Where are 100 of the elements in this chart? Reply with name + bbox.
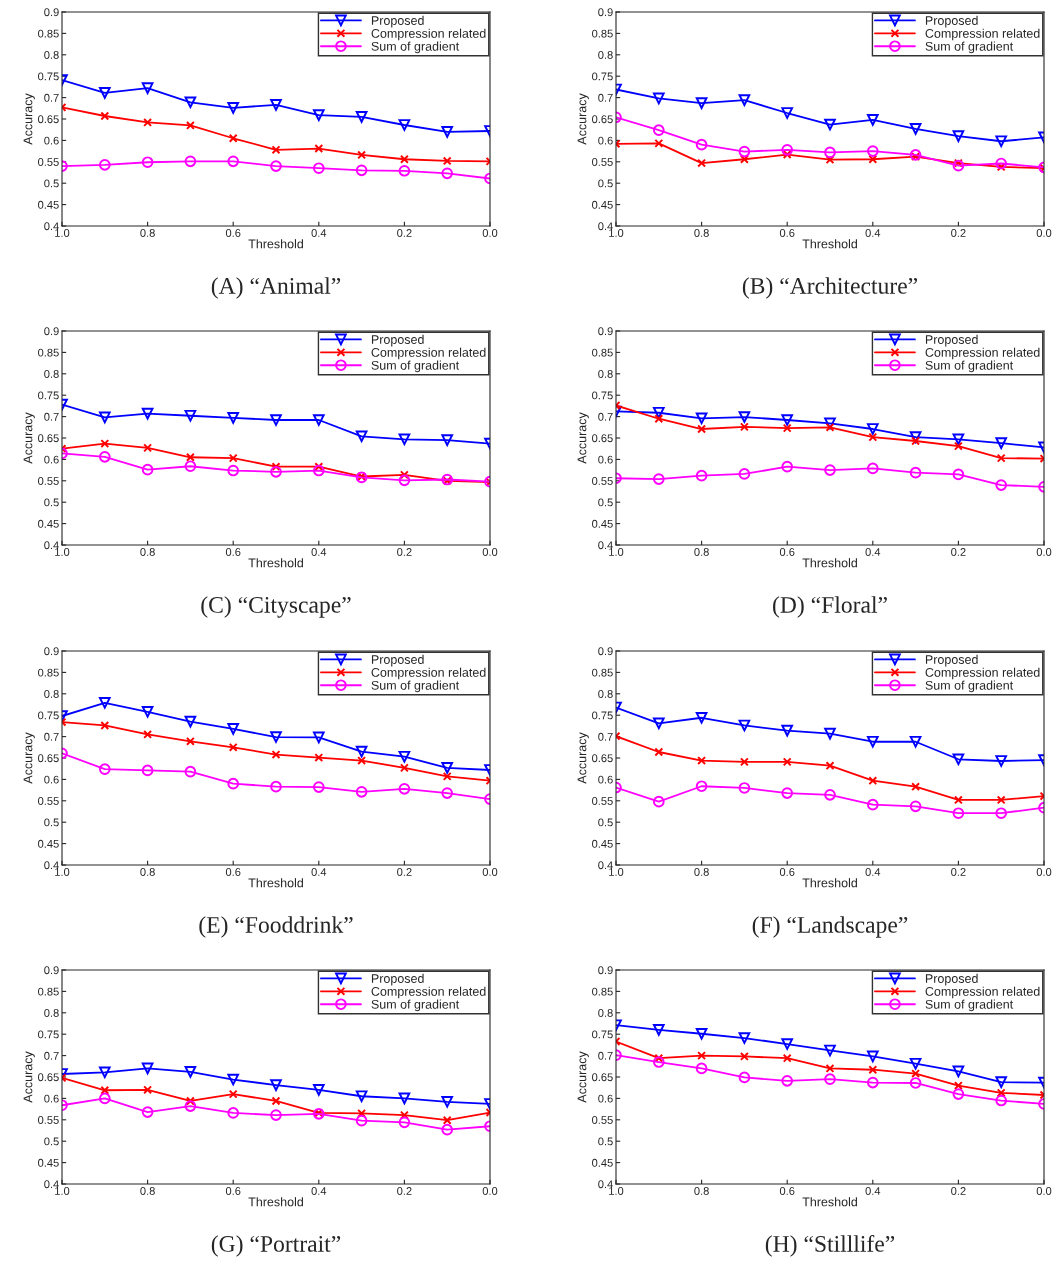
- y-tick-label: 0.6: [598, 136, 613, 145]
- point: [995, 135, 1008, 148]
- point: [953, 158, 963, 168]
- point: [909, 1077, 922, 1089]
- y-tick-label: 0.5: [598, 818, 613, 827]
- point: [184, 1066, 197, 1078]
- point: [355, 1114, 368, 1127]
- x-tick-label: 0.2: [397, 548, 412, 556]
- y-tick-label: 0.4: [44, 222, 59, 231]
- point: [141, 1106, 154, 1118]
- x-axis-title: Threshold: [802, 239, 857, 249]
- point: [652, 124, 665, 136]
- point: [441, 1095, 454, 1108]
- point: [995, 479, 1008, 491]
- y-tick-label: 0.7: [598, 412, 613, 421]
- point: [996, 1088, 1006, 1098]
- legend-label: Proposed: [371, 15, 424, 28]
- x-axis-title: Threshold: [802, 558, 857, 568]
- point: [652, 1024, 665, 1036]
- x-tick-label: 0.6: [225, 548, 241, 556]
- point: [227, 102, 240, 114]
- point: [441, 167, 454, 180]
- legend-label: Sum of gradient: [371, 680, 460, 693]
- point: [399, 1110, 409, 1120]
- point: [185, 452, 195, 462]
- point: [100, 1085, 110, 1095]
- y-tick-label: 0.4: [44, 541, 59, 550]
- point: [909, 123, 922, 135]
- x-tick-label: 0.0: [1036, 548, 1052, 556]
- point: [98, 451, 111, 463]
- y-tick-label: 0.5: [598, 498, 613, 507]
- x-tick-label: 0.0: [482, 229, 498, 237]
- y-tick-label: 0.85: [38, 668, 59, 677]
- y-tick-label: 0.85: [38, 29, 59, 38]
- point: [825, 155, 835, 165]
- y-tick-label: 0.7: [598, 732, 613, 741]
- point: [355, 164, 368, 177]
- x-tick-label: 0.6: [779, 1187, 795, 1195]
- y-tick-label: 0.55: [38, 1116, 59, 1124]
- point: [825, 422, 835, 432]
- y-tick-label: 0.5: [44, 498, 59, 507]
- y-axis-title: Accuracy: [23, 732, 35, 784]
- point: [141, 705, 154, 718]
- point: [441, 787, 454, 799]
- y-tick-label: 0.9: [44, 647, 59, 656]
- point: [781, 787, 794, 799]
- y-tick-label: 0.45: [38, 1158, 59, 1167]
- point: [227, 464, 240, 477]
- point: [952, 753, 965, 766]
- x-axis-title: Threshold: [248, 1197, 303, 1207]
- point: [312, 464, 325, 477]
- point: [270, 160, 282, 172]
- y-tick-label: 0.4: [44, 861, 59, 870]
- point: [911, 436, 921, 446]
- point: [695, 1062, 708, 1075]
- point: [953, 1081, 963, 1090]
- y-axis-title: Accuracy: [23, 1051, 35, 1103]
- legend-label: Compression related: [371, 667, 486, 680]
- point: [781, 107, 794, 119]
- point: [781, 724, 794, 737]
- point: [141, 764, 154, 777]
- y-tick-label: 0.9: [44, 966, 59, 975]
- point: [270, 1079, 282, 1091]
- point: [312, 731, 325, 744]
- y-tick-label: 0.9: [44, 8, 59, 17]
- point: [398, 474, 411, 487]
- x-tick-label: 1.0: [609, 548, 624, 556]
- x-tick-label: 0.6: [779, 868, 795, 876]
- y-tick-label: 0.8: [598, 1009, 613, 1017]
- point: [441, 762, 454, 774]
- y-axis-title: Accuracy: [23, 412, 35, 464]
- point: [909, 800, 922, 813]
- point: [314, 753, 324, 763]
- y-tick-label: 0.75: [592, 72, 613, 81]
- point: [695, 1027, 708, 1040]
- point: [357, 756, 367, 766]
- point: [824, 1044, 836, 1057]
- point: [270, 99, 282, 111]
- y-tick-label: 0.55: [38, 477, 59, 485]
- x-tick-label: 0.0: [1036, 229, 1052, 237]
- legend-label: Compression related: [371, 28, 486, 41]
- point: [270, 731, 282, 743]
- point: [825, 761, 835, 771]
- x-tick-label: 0.8: [694, 1187, 709, 1195]
- point: [398, 782, 411, 795]
- y-tick-label: 0.5: [44, 179, 59, 188]
- point: [866, 1050, 879, 1063]
- legend-label: Sum of gradient: [925, 999, 1014, 1012]
- x-axis-title: Threshold: [248, 878, 303, 888]
- y-tick-label: 0.6: [44, 455, 59, 464]
- point: [98, 1092, 111, 1105]
- y-tick-label: 0.45: [38, 839, 59, 848]
- point: [697, 424, 707, 434]
- y-tick-label: 0.6: [44, 1094, 59, 1103]
- point: [824, 1073, 836, 1085]
- x-tick-label: 0.8: [140, 1187, 155, 1195]
- y-tick-label: 0.55: [38, 797, 59, 805]
- y-tick-label: 0.65: [38, 754, 59, 763]
- point: [355, 1090, 368, 1103]
- point: [953, 441, 963, 451]
